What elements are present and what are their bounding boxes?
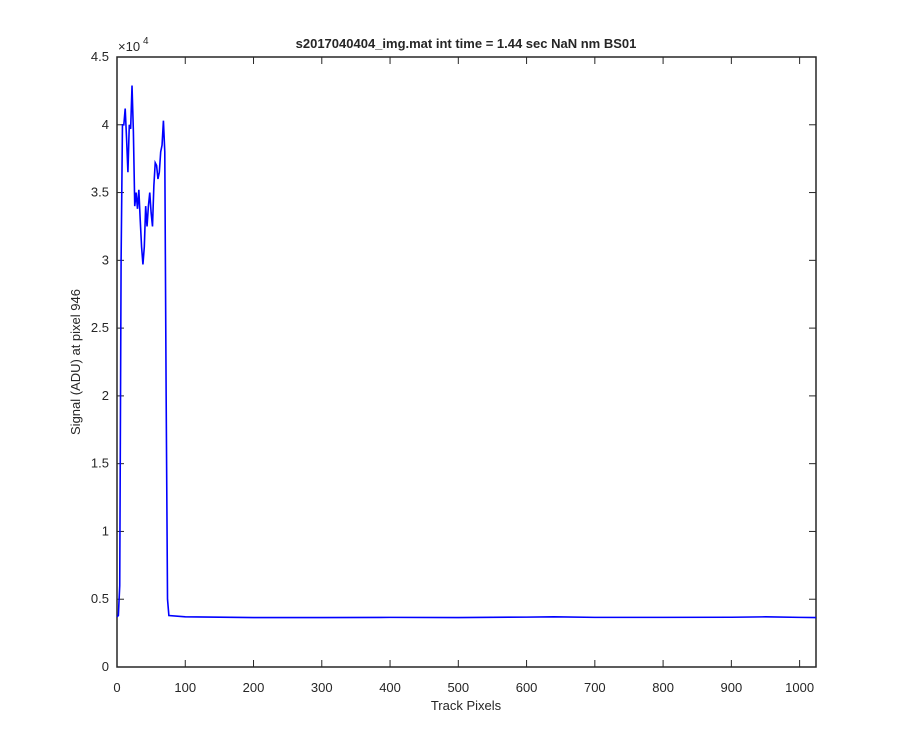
x-tick-label: 1000 (785, 680, 814, 695)
x-tick-label: 800 (652, 680, 674, 695)
y-tick-label: 3.5 (91, 185, 109, 200)
x-tick-label: 900 (721, 680, 743, 695)
y-axis-label: Signal (ADU) at pixel 946 (68, 289, 83, 435)
chart-title: s2017040404_img.mat int time = 1.44 sec … (296, 36, 637, 51)
x-tick-label: 100 (174, 680, 196, 695)
y-tick-label: 1 (102, 523, 109, 538)
y-tick-label: 4.5 (91, 49, 109, 64)
y-tick-label: 0 (102, 659, 109, 674)
line-series (116, 85, 817, 619)
x-axis-label: Track Pixels (431, 698, 502, 713)
y-tick-label: 2.5 (91, 320, 109, 335)
y-tick-label: 0.5 (91, 591, 109, 606)
y-multiplier-exponent: 4 (143, 36, 149, 47)
x-tick-label: 0 (113, 680, 120, 695)
x-tick-label: 200 (243, 680, 265, 695)
y-tick-label: 4 (102, 117, 109, 132)
axes-box (116, 56, 817, 668)
x-tick-label: 400 (379, 680, 401, 695)
x-tick-label: 500 (447, 680, 469, 695)
x-tick-label: 700 (584, 680, 606, 695)
x-tick-label: 600 (516, 680, 538, 695)
y-tick-label: 2 (102, 388, 109, 403)
y-tick-label: 3 (102, 252, 109, 267)
y-tick-label: 1.5 (91, 456, 109, 471)
y-multiplier: ×10 (118, 39, 140, 54)
x-tick-label: 300 (311, 680, 333, 695)
